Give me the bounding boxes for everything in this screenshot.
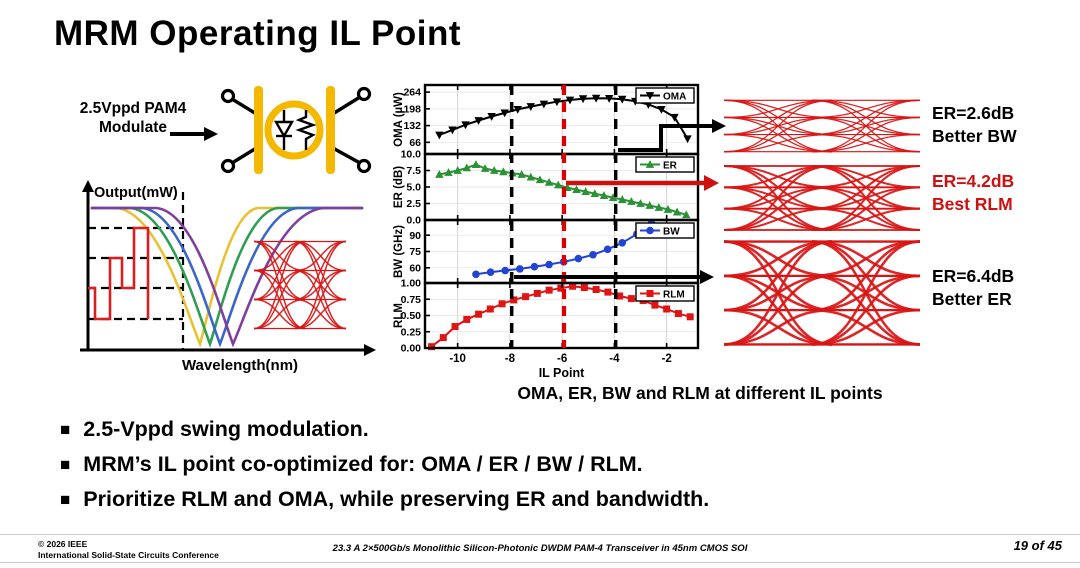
slide-title: MRM Operating IL Point — [54, 14, 462, 53]
modulator-label-line1: 2.5Vppd PAM4 — [79, 100, 187, 117]
svg-text:7.5: 7.5 — [406, 165, 421, 177]
y-axis-label: Output(mW) — [94, 185, 178, 201]
svg-text:ER: ER — [663, 161, 678, 172]
svg-text:0.75: 0.75 — [401, 294, 422, 306]
waveguide-bar — [326, 86, 335, 174]
svg-text:-2: -2 — [662, 353, 672, 365]
y-axis-arrow-icon — [82, 180, 94, 192]
terminal-wire — [330, 145, 361, 165]
eye-diagram-better-er — [723, 240, 921, 346]
terminal-node — [220, 88, 236, 104]
footer-copyright: © 2026 IEEE International Solid-State Ci… — [38, 539, 219, 561]
micro-ring — [264, 100, 324, 160]
svg-text:0.50: 0.50 — [401, 310, 422, 322]
bullet-text: MRM’s IL point co-optimized for: OMA / E… — [83, 452, 643, 476]
waveguide-bar — [254, 86, 263, 174]
svg-text:2.5: 2.5 — [406, 198, 421, 210]
eye-note: Better ER — [932, 288, 1012, 309]
eye-er-value: ER=4.2dB — [932, 171, 1015, 191]
bullet-text: 2.5-Vppd swing modulation. — [83, 417, 369, 441]
bullet-list: ■ 2.5-Vppd swing modulation. ■ MRM’s IL po… — [60, 412, 709, 517]
eye-note: Best RLM — [932, 193, 1013, 214]
pam4-eye-small — [253, 240, 347, 330]
svg-text:RLM: RLM — [663, 290, 685, 301]
terminal-wire — [231, 97, 259, 117]
svg-text:OMA (µW): OMA (µW) — [393, 92, 405, 147]
svg-text:5.0: 5.0 — [406, 182, 421, 194]
footer-divider — [0, 562, 1080, 563]
footer-page-number: 19 of 45 — [1013, 538, 1062, 553]
svg-text:OMA: OMA — [663, 92, 686, 103]
bullet-item: ■ 2.5-Vppd swing modulation. — [60, 412, 709, 447]
eye-diagram-better-bw — [723, 99, 921, 153]
svg-text:0.25: 0.25 — [401, 326, 422, 338]
eye-label-best-rlm: ER=4.2dB Best RLM — [932, 170, 1014, 216]
footer-paper-title: 23.3 A 2×500Gb/s Monolithic Silicon-Phot… — [332, 543, 748, 554]
eye-label-better-er: ER=6.4dB Better ER — [932, 265, 1014, 311]
bullet-item: ■ MRM’s IL point co-optimized for: OMA / … — [60, 447, 709, 482]
ring-modulator-diagram — [170, 86, 372, 174]
svg-text:-6: -6 — [557, 353, 567, 365]
heater-resistor-icon — [295, 110, 317, 150]
eye-diagram-best-rlm — [723, 165, 921, 231]
resonance-curve-2 — [90, 206, 364, 348]
svg-text:0.0: 0.0 — [406, 215, 421, 227]
footer-divider — [0, 534, 1080, 535]
svg-text:198: 198 — [403, 103, 421, 115]
chart-caption: OMA, ER, BW and RLM at different IL poin… — [517, 383, 883, 403]
bullet-square-icon: ■ — [60, 490, 71, 509]
terminal-node — [220, 158, 236, 174]
svg-text:90: 90 — [409, 230, 421, 242]
footer-copyright-line2: International Solid-State Circuits Confe… — [38, 550, 219, 561]
svg-text:75: 75 — [409, 246, 421, 258]
terminal-wire — [231, 145, 259, 165]
svg-text:ER (dB): ER (dB) — [393, 166, 405, 208]
modulator-label: 2.5Vppd PAM4 Modulate — [58, 99, 208, 138]
svg-text:1.00: 1.00 — [401, 278, 422, 290]
svg-text:264: 264 — [403, 87, 421, 99]
bullet-text: Prioritize RLM and OMA, while preserving… — [83, 487, 710, 511]
bullet-square-icon: ■ — [60, 455, 71, 474]
wavelength-response-graph: Output(mW) Wavelength(nm) — [80, 180, 376, 374]
terminal-wire — [330, 95, 361, 117]
svg-text:-10: -10 — [449, 353, 466, 365]
svg-text:BW (GHz): BW (GHz) — [393, 225, 405, 278]
svg-text:10.0: 10.0 — [401, 149, 422, 161]
eye-label-better-bw: ER=2.6dB Better BW — [932, 102, 1017, 148]
svg-text:BW: BW — [663, 227, 680, 238]
svg-text:RLM: RLM — [393, 303, 405, 328]
eye-er-value: ER=6.4dB — [932, 266, 1015, 286]
svg-text:132: 132 — [403, 120, 421, 132]
resonance-curve-3 — [90, 206, 364, 348]
terminal-node — [356, 86, 372, 102]
resonance-curve-1 — [90, 206, 364, 348]
resonance-curves — [90, 206, 364, 348]
bullet-item: ■ Prioritize RLM and OMA, while preservin… — [60, 482, 709, 517]
bullet-square-icon: ■ — [60, 420, 71, 439]
modulator-label-line2: Modulate — [98, 119, 168, 137]
svg-text:66: 66 — [409, 137, 421, 149]
footer-copyright-line1: © 2026 IEEE — [38, 539, 88, 549]
resonance-curve-4 — [90, 206, 364, 348]
pam4-staircase-signal — [88, 226, 150, 321]
svg-text:-4: -4 — [609, 353, 620, 365]
diode-icon — [273, 110, 295, 150]
terminal-node — [356, 158, 372, 174]
x-axis-label: Wavelength(nm) — [182, 357, 298, 374]
svg-text:60: 60 — [409, 262, 421, 274]
x-axis-arrow-icon — [364, 344, 376, 356]
eye-note: Better BW — [932, 125, 1017, 146]
right-arrow-icon — [170, 127, 218, 141]
svg-text:0.00: 0.00 — [401, 343, 422, 355]
svg-text:IL Point: IL Point — [539, 366, 585, 380]
svg-text:-8: -8 — [505, 353, 516, 365]
eye-er-value: ER=2.6dB — [932, 103, 1015, 123]
